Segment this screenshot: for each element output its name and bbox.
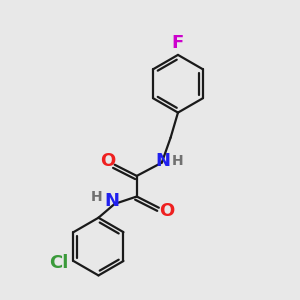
Text: N: N xyxy=(156,152,171,170)
Text: O: O xyxy=(100,152,115,170)
Text: F: F xyxy=(172,34,184,52)
Text: O: O xyxy=(160,202,175,220)
Text: H: H xyxy=(91,190,103,204)
Text: N: N xyxy=(104,192,119,210)
Text: Cl: Cl xyxy=(49,254,68,272)
Text: H: H xyxy=(172,154,184,168)
